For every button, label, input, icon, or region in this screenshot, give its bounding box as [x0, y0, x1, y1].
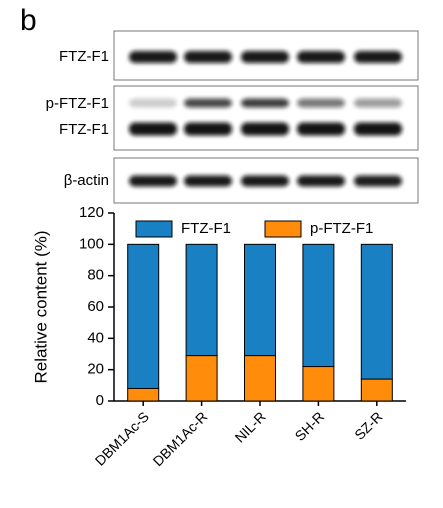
blot-label: β-actin	[64, 172, 109, 189]
x-tick-label: DBM1Ac-S	[92, 408, 152, 468]
bar-segment	[127, 387, 160, 402]
band	[354, 122, 402, 136]
bar-segment	[302, 243, 335, 368]
band	[297, 51, 345, 63]
band	[354, 98, 402, 108]
bar-segment	[302, 366, 335, 402]
band	[241, 122, 289, 136]
band	[354, 51, 402, 63]
legend-label: FTZ-F1	[181, 220, 231, 237]
legend-label: p-FTZ-F1	[310, 220, 373, 237]
legend-swatch	[135, 220, 173, 238]
x-tick-label: SZ-R	[351, 408, 385, 442]
bar-segment	[127, 243, 160, 389]
bar-segment	[244, 243, 276, 357]
blot-box	[113, 85, 419, 151]
x-tick-label: NIL-R	[232, 408, 269, 445]
band	[184, 175, 232, 187]
band	[129, 175, 177, 187]
band	[241, 175, 289, 187]
legend-swatch	[264, 220, 302, 238]
bar-segment	[360, 243, 393, 380]
band	[241, 98, 289, 108]
band	[184, 51, 232, 63]
band	[184, 98, 232, 108]
y-tick-label: 60	[87, 298, 104, 315]
band	[241, 51, 289, 63]
y-tick-label: 80	[87, 267, 104, 284]
band	[297, 122, 345, 136]
band	[129, 51, 177, 63]
panel-label: b	[20, 4, 37, 37]
bar-segment	[360, 378, 393, 402]
band	[129, 122, 177, 136]
blot-bands	[129, 51, 402, 187]
y-tick-label: 40	[87, 329, 104, 346]
y-tick-label: 120	[79, 204, 104, 221]
blot-label: FTZ-F1	[59, 121, 109, 138]
blot-label: p-FTZ-F1	[46, 95, 109, 112]
bar-segment	[185, 243, 218, 357]
blot-label: FTZ-F1	[59, 48, 109, 65]
band	[184, 122, 232, 136]
x-tick-label: DBM1Ac-R	[150, 408, 211, 469]
band	[129, 98, 177, 108]
y-tick-label: 0	[96, 392, 104, 409]
band	[297, 98, 345, 108]
bar-segment	[185, 355, 218, 402]
bar-segment	[244, 355, 276, 402]
band	[297, 175, 345, 187]
y-axis-label: Relative content (%)	[31, 230, 50, 383]
x-tick-label: SH-R	[292, 408, 328, 444]
band	[354, 175, 402, 187]
y-tick-label: 20	[87, 361, 104, 378]
y-tick-label: 100	[79, 235, 104, 252]
